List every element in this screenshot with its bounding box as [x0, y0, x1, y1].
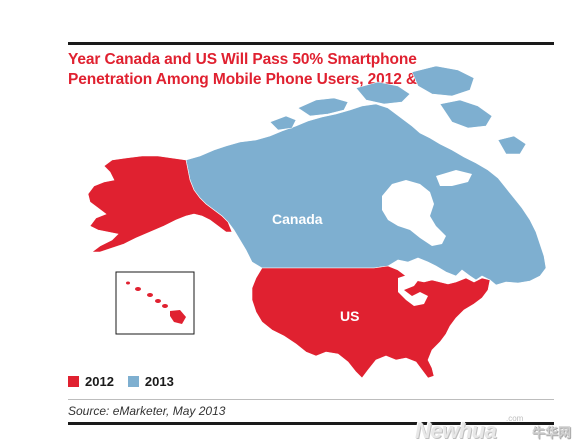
top-rule [68, 42, 554, 45]
title-line-1: Year Canada and US Will Pass 50% Smartph… [68, 51, 417, 68]
hawaii-island-2 [135, 287, 141, 291]
us-label: US [340, 308, 360, 324]
hudson-strait [436, 170, 472, 186]
arctic-island-3 [411, 65, 475, 97]
arctic-island-2 [355, 81, 411, 105]
us-region [251, 265, 491, 379]
hawaii-island-5 [162, 304, 168, 308]
source-note: Source: eMarketer, May 2013 [68, 404, 226, 418]
legend-swatch-2013 [127, 376, 139, 387]
hawaii-island-3 [147, 293, 153, 297]
legend-label-2012: 2012 [85, 374, 114, 389]
legend-swatch-2012 [68, 376, 79, 387]
chart-title: Year Canada and US Will Pass 50% Smartph… [68, 50, 554, 90]
canada-region [185, 103, 547, 286]
watermark-chinese: 牛华网 [532, 425, 572, 440]
arctic-island-6 [497, 135, 527, 155]
hawaii-island-1 [126, 281, 130, 285]
hawaii-island-big [170, 310, 186, 324]
arctic-island-4 [439, 99, 493, 129]
hawaii-island-4 [155, 299, 161, 303]
arctic-island-1 [297, 97, 349, 117]
legend: 2012 2013 [68, 374, 188, 389]
legend-label-2013: 2013 [144, 374, 174, 389]
canada-label: Canada [272, 211, 323, 227]
watermark-domain: .com [506, 414, 524, 423]
bottom-rule [68, 422, 554, 425]
alaska-region [87, 155, 233, 253]
legend-item-2013: 2013 [127, 374, 174, 389]
source-divider [68, 399, 554, 400]
watermark-brand: Newhua [415, 418, 497, 443]
hawaii-inset-frame [115, 271, 195, 335]
arctic-island-5 [269, 115, 297, 131]
great-lakes [398, 274, 428, 306]
hudson-bay [382, 180, 446, 246]
title-line-2: Penetration Among Mobile Phone Users, 20… [68, 71, 456, 88]
legend-item-2012: 2012 [68, 374, 114, 389]
